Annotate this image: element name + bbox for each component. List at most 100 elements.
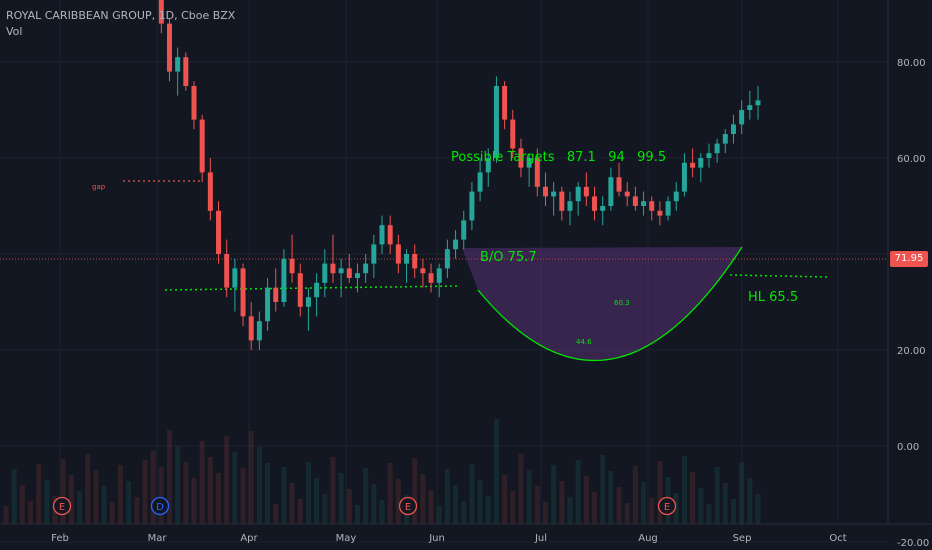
volume-bar xyxy=(649,498,655,524)
candle-body xyxy=(641,201,647,206)
volume-bar xyxy=(632,466,638,524)
candle-body xyxy=(289,258,295,274)
volume-bar xyxy=(510,491,516,524)
candle-body xyxy=(730,124,736,134)
volume-bar xyxy=(28,501,34,524)
volume-bar xyxy=(175,446,181,524)
breakout-line xyxy=(164,285,461,291)
volume-bar xyxy=(690,472,696,524)
candle-body xyxy=(706,153,712,158)
candle-body xyxy=(477,172,483,192)
volume-bar xyxy=(714,467,720,524)
volume-bar xyxy=(616,487,622,524)
candle-body xyxy=(510,119,516,149)
y-tick-label: 80.00 xyxy=(897,58,926,69)
event-marker[interactable] xyxy=(657,496,677,516)
candle-body xyxy=(485,158,491,173)
event-marker[interactable] xyxy=(52,496,72,516)
volume-bar xyxy=(85,454,91,524)
candle-body xyxy=(551,191,557,197)
event-marker[interactable] xyxy=(150,496,170,516)
volume-bar xyxy=(526,470,532,524)
volume-bar xyxy=(592,492,598,524)
volume-bar xyxy=(199,441,205,524)
x-tick-label: Oct xyxy=(829,533,846,544)
volume-bar xyxy=(673,493,679,524)
breakout-annotation: B/O 75.7 xyxy=(480,250,537,265)
candle-body xyxy=(518,148,524,168)
candle-body xyxy=(379,225,385,245)
event-marker-label: E xyxy=(405,502,411,513)
current-price-tag: 71.95 xyxy=(890,251,928,267)
volume-bar xyxy=(600,455,606,524)
volume-bar xyxy=(354,505,360,524)
volume-bar xyxy=(330,457,336,524)
volume-bar xyxy=(461,501,467,524)
candle-body xyxy=(616,177,622,192)
candle-body xyxy=(690,162,696,168)
candle-body xyxy=(469,191,475,221)
cup-pattern-curve xyxy=(477,246,743,362)
volume-bar xyxy=(575,460,581,524)
volume-bar xyxy=(11,469,17,524)
candle-body xyxy=(624,191,630,197)
volume-bar xyxy=(322,494,328,524)
candle-body xyxy=(436,268,442,283)
candle-body xyxy=(330,263,336,274)
volume-bar xyxy=(755,494,761,524)
candle-body xyxy=(387,225,393,245)
volume-bar xyxy=(134,497,140,524)
volume-bar xyxy=(641,482,647,524)
cup-mid-label: 60.3 xyxy=(614,299,630,307)
volume-bar xyxy=(747,478,753,524)
candle-body xyxy=(583,186,589,197)
volume-bar xyxy=(183,462,189,524)
candle-body xyxy=(305,297,311,307)
volume-bar xyxy=(739,462,745,524)
volume-bar xyxy=(485,496,491,524)
volume-bar xyxy=(117,465,123,524)
candle-body xyxy=(428,273,434,283)
candle-body xyxy=(673,191,679,202)
event-marker-label: D xyxy=(156,502,164,513)
volume-bar xyxy=(68,475,74,524)
event-marker-label: E xyxy=(664,502,670,513)
candle-body xyxy=(698,158,704,168)
candle-body xyxy=(232,268,238,288)
candle-body xyxy=(404,254,410,264)
volume-bar xyxy=(77,491,83,524)
volume-bar xyxy=(387,463,393,524)
volume-bar xyxy=(126,481,132,524)
volume-bar xyxy=(216,473,222,524)
volume-bar xyxy=(681,456,687,524)
candle-body xyxy=(755,100,761,106)
symbol-title: ROYAL CARIBBEAN GROUP, 1D, Cboe BZX xyxy=(6,9,236,22)
candle-body xyxy=(453,239,459,250)
volume-indicator-label[interactable]: Vol xyxy=(6,25,23,38)
volume-bar xyxy=(379,500,385,524)
candle-body xyxy=(395,244,401,264)
candle-body xyxy=(346,268,352,278)
event-marker[interactable] xyxy=(398,496,418,516)
candle-body xyxy=(420,268,426,274)
volume-bar xyxy=(273,504,279,524)
higher-low-annotation: HL 65.5 xyxy=(748,290,798,305)
volume-bar xyxy=(232,452,238,524)
volume-bar xyxy=(281,467,287,524)
volume-bar xyxy=(19,485,25,524)
y-tick-label: 20.00 xyxy=(897,346,926,357)
candle-body xyxy=(502,86,508,120)
volume-bar xyxy=(453,485,459,524)
x-tick-label: Mar xyxy=(148,533,168,544)
candle-body xyxy=(632,196,638,206)
volume-bar xyxy=(698,488,704,524)
volume-bar xyxy=(314,478,320,524)
volume-bar xyxy=(412,458,418,524)
x-tick-label: Jul xyxy=(534,533,547,544)
cup-pattern-fill xyxy=(462,247,742,361)
gap-annotation: gap xyxy=(92,183,106,191)
volume-bar xyxy=(706,504,712,524)
candle-body xyxy=(297,273,303,307)
